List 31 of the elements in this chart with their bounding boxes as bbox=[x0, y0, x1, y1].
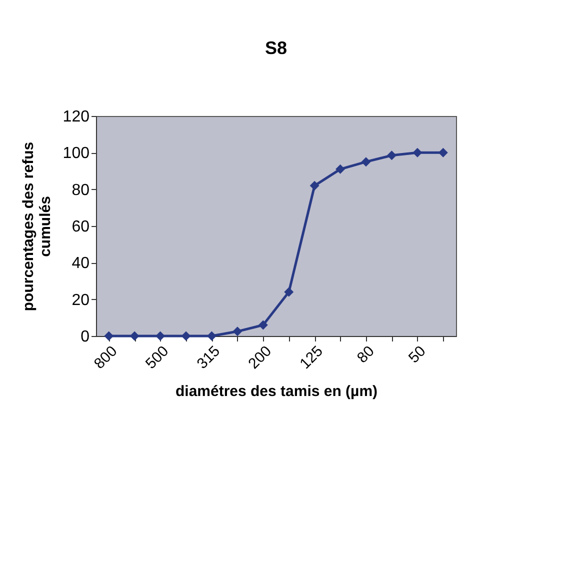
y-tick-label: 60 bbox=[72, 218, 90, 236]
point bbox=[386, 150, 396, 160]
point bbox=[438, 148, 448, 158]
point bbox=[181, 331, 191, 341]
y-tick-label: 120 bbox=[62, 108, 90, 126]
point bbox=[336, 164, 346, 174]
point bbox=[130, 331, 140, 341]
point bbox=[156, 331, 166, 341]
point bbox=[232, 326, 242, 336]
point bbox=[206, 331, 216, 341]
x-tick-label: 50 bbox=[405, 342, 430, 367]
point bbox=[284, 287, 294, 297]
x-axis-title: diamétres des tamis en (µm) bbox=[175, 382, 378, 400]
x-tick-label: 800 bbox=[90, 342, 121, 373]
y-tick-label: 80 bbox=[72, 182, 90, 199]
y-tick-label: 0 bbox=[80, 328, 90, 346]
point bbox=[361, 157, 371, 167]
y-tick-label: 20 bbox=[72, 292, 90, 309]
y-tick-label: 100 bbox=[62, 145, 90, 162]
x-tick-label: 500 bbox=[142, 342, 172, 373]
y-axis-title: pourcentages des refus cumulés bbox=[20, 142, 54, 312]
point bbox=[412, 148, 422, 158]
x-tick-label: 200 bbox=[245, 342, 275, 373]
point bbox=[258, 320, 268, 330]
x-tick-label: 125 bbox=[296, 342, 326, 373]
x-tick-label: 80 bbox=[354, 342, 378, 367]
point bbox=[104, 331, 114, 341]
y-tick-label: 40 bbox=[72, 255, 90, 272]
point bbox=[310, 180, 320, 190]
x-tick-label: 315 bbox=[194, 342, 224, 373]
chart-title: S8 bbox=[264, 38, 288, 58]
